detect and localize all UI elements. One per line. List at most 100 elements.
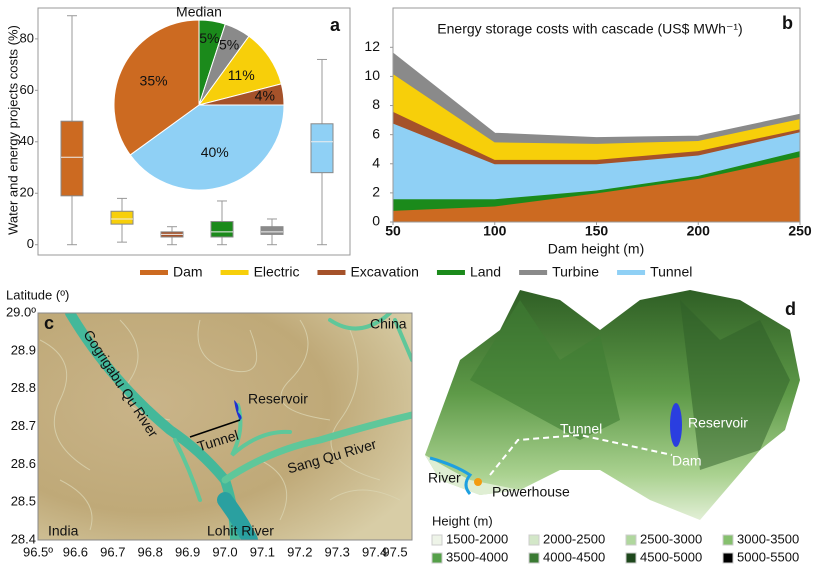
panel-label: c <box>44 313 54 333</box>
legend-swatch <box>722 552 734 564</box>
y-tick-label: 28.8 <box>11 380 36 395</box>
y-tick-label: 8 <box>372 96 380 112</box>
reservoir <box>234 400 242 420</box>
y-tick-label: 28.9 <box>11 342 36 357</box>
box <box>310 123 334 174</box>
box <box>260 226 284 235</box>
legend-label: 5000-5500 <box>737 549 799 564</box>
x-tick-label: 200 <box>687 223 711 239</box>
tunnel-line <box>189 419 241 438</box>
y-tick-label: 40 <box>20 133 34 148</box>
legend-label: 1500-2000 <box>446 531 508 546</box>
terrain-label: Powerhouse <box>492 484 570 500</box>
powerhouse-marker <box>474 478 482 486</box>
x-tick-label: 96.9 <box>175 544 200 559</box>
y-tick-label: 12 <box>364 38 380 54</box>
legend-label: 2500-3000 <box>640 531 702 546</box>
x-tick-label: 50 <box>385 223 401 239</box>
terrain-label: Tunnel <box>560 421 602 437</box>
legend-swatch <box>431 552 443 564</box>
rivers <box>65 313 412 540</box>
legend-swatch <box>528 534 540 546</box>
box <box>210 221 234 238</box>
pie-title: Median <box>176 4 222 20</box>
terrain-texture <box>39 319 401 531</box>
map-label: India <box>48 523 79 539</box>
box <box>110 210 134 225</box>
legend-swatch <box>220 270 249 275</box>
y-tick-label: 6 <box>372 125 380 141</box>
terrain-3d <box>425 290 800 520</box>
y-tick-label: 28.5 <box>11 494 36 509</box>
y-tick-label: 28.6 <box>11 456 36 471</box>
legend-swatch <box>617 270 646 275</box>
legend-title: Height (m) <box>432 513 493 528</box>
box-plot: 0 20 40 60 80 <box>20 15 334 251</box>
legend-label: Dam <box>173 264 203 280</box>
pie-slice <box>129 104 285 191</box>
x-tick-label: 250 <box>788 223 812 239</box>
data-label: 4% <box>255 87 275 103</box>
x-tick-label: 97.5 <box>382 544 407 559</box>
area-chart: 0 2 4 6 8 10 12 50 100 150 200 250 <box>364 38 811 239</box>
x-tick-label: 97.2 <box>287 544 312 559</box>
map-frame <box>37 312 413 541</box>
x-tick-label: 100 <box>483 223 507 239</box>
data-label: 35% <box>140 73 168 89</box>
x-tick-label: 97.0 <box>212 544 237 559</box>
y-axis-label: Water and energy projects costs (%) <box>5 25 20 235</box>
legend-label: Electric <box>254 264 300 280</box>
box <box>60 120 84 197</box>
y-tick-label: 4 <box>372 154 380 170</box>
legend-label: 2000-2500 <box>543 531 605 546</box>
x-tick-label: 97.1 <box>250 544 275 559</box>
x-axis-label: Dam height (m) <box>548 241 644 257</box>
panel-label: d <box>785 299 796 319</box>
map-label: China <box>370 316 407 332</box>
map-label: Lohit River <box>207 523 274 539</box>
y-tick-label: 2 <box>372 184 380 200</box>
y-tick-label: 10 <box>364 67 380 83</box>
legend-swatch <box>317 270 346 275</box>
legend-swatch <box>528 552 540 564</box>
y-tick-label: 28.7 <box>11 418 36 433</box>
y-tick-label: 0 <box>27 236 34 251</box>
terrain-label: River <box>428 470 461 486</box>
legend-swatch <box>431 534 443 546</box>
pie-slice <box>113 19 200 156</box>
map <box>38 313 412 540</box>
legend-label: 3500-4000 <box>446 549 508 564</box>
y-tick-label: 80 <box>20 30 34 45</box>
terrain-label: Dam <box>672 453 702 469</box>
legend-label: Excavation <box>350 264 418 280</box>
panel-label: b <box>782 13 793 33</box>
data-label: 40% <box>201 144 229 160</box>
tunnel-line <box>489 433 673 476</box>
x-tick-label: 96.8 <box>138 544 163 559</box>
panel-label: a <box>330 15 341 35</box>
legend-label: 3000-3500 <box>737 531 799 546</box>
y-tick-label: 20 <box>20 185 34 200</box>
legend-swatch <box>519 270 548 275</box>
y-axis-label: Latitude (º) <box>6 287 69 302</box>
map-axes: 28.4 28.5 28.6 28.7 28.8 28.9 29.0º 96.5º 96.6 96… <box>6 304 408 559</box>
x-tick-label: 96.6 <box>63 544 88 559</box>
legend-swatch <box>140 270 168 275</box>
y-tick-label: 29.0º <box>6 304 36 319</box>
legend-label: Tunnel <box>650 264 692 280</box>
legend-label: Turbine <box>552 264 599 280</box>
legend-swatch <box>625 534 637 546</box>
x-tick-label: 96.5º <box>23 544 53 559</box>
legend-swatch <box>436 270 465 275</box>
legend-label: 4500-5000 <box>640 549 702 564</box>
chart-title: Energy storage costs with cascade (US$ M… <box>437 21 742 37</box>
legend-swatch <box>625 552 637 564</box>
map-label: Reservoir <box>248 391 308 407</box>
panel-b-frame <box>392 7 801 223</box>
reservoir <box>670 403 682 447</box>
data-label: 11% <box>228 67 255 83</box>
x-tick-label: 150 <box>585 223 609 239</box>
legend-swatch <box>722 534 734 546</box>
panel-a-frame <box>37 7 351 256</box>
